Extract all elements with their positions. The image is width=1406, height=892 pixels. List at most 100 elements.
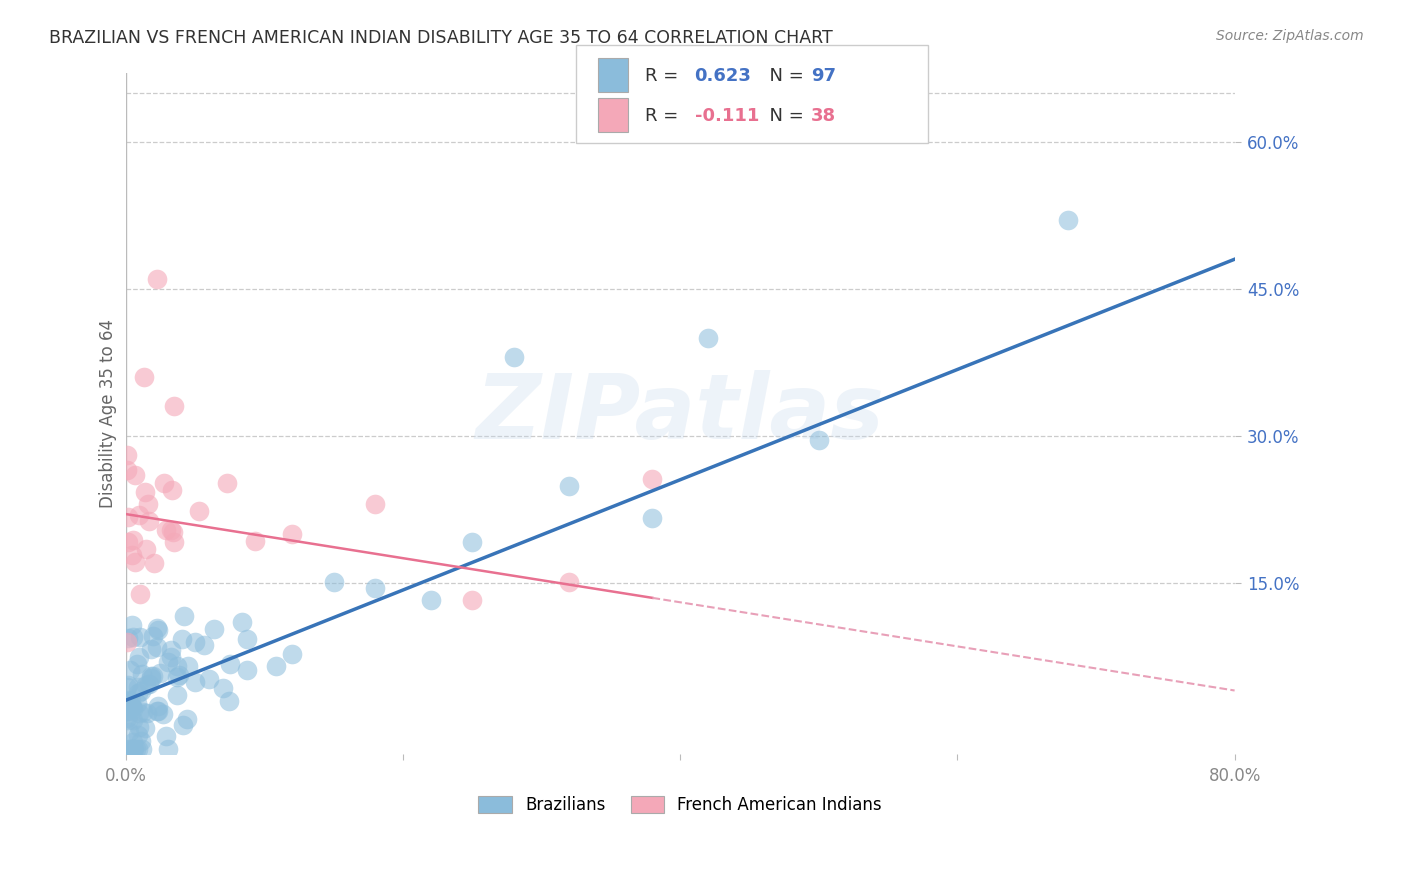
Point: [121, 700, 143, 714]
Point: [322, 574, 344, 589]
Text: 0.623: 0.623: [695, 67, 751, 85]
Point: [134, 721, 156, 735]
Point: [184, 635, 207, 649]
Point: [160, 523, 183, 537]
Point: [461, 593, 484, 607]
Point: [136, 496, 159, 510]
Text: R =: R =: [645, 107, 685, 125]
Point: [117, 680, 139, 694]
Point: [193, 638, 215, 652]
Point: [120, 694, 142, 708]
Point: [128, 630, 150, 644]
Text: N =: N =: [758, 67, 810, 85]
Point: [117, 631, 139, 645]
Point: [364, 581, 387, 595]
Point: [121, 742, 143, 756]
Point: [139, 641, 162, 656]
Point: [121, 533, 143, 547]
Point: [148, 623, 170, 637]
Point: [264, 658, 287, 673]
Point: [120, 700, 142, 714]
Text: Source: ZipAtlas.com: Source: ZipAtlas.com: [1216, 29, 1364, 43]
Point: [127, 742, 149, 756]
Point: [131, 742, 153, 756]
Point: [166, 669, 188, 683]
Point: [152, 476, 174, 491]
Point: [131, 667, 153, 681]
Point: [138, 677, 160, 691]
Point: [281, 527, 304, 541]
Point: [218, 694, 240, 708]
Point: [281, 647, 304, 661]
Point: [502, 350, 524, 364]
Point: [163, 399, 186, 413]
Point: [117, 510, 139, 524]
Point: [121, 713, 143, 727]
Point: [1057, 213, 1080, 227]
Point: [117, 713, 139, 727]
Point: [162, 524, 184, 539]
Point: [155, 523, 177, 537]
Text: BRAZILIAN VS FRENCH AMERICAN INDIAN DISABILITY AGE 35 TO 64 CORRELATION CHART: BRAZILIAN VS FRENCH AMERICAN INDIAN DISA…: [49, 29, 832, 46]
Point: [145, 272, 167, 286]
Point: [157, 742, 180, 756]
Text: 97: 97: [811, 67, 837, 85]
Point: [166, 688, 188, 702]
Point: [243, 533, 266, 548]
Point: [160, 643, 183, 657]
Point: [641, 511, 664, 525]
Point: [128, 508, 150, 522]
Point: [115, 694, 138, 708]
Point: [128, 587, 150, 601]
Point: [125, 742, 148, 756]
Point: [166, 658, 188, 673]
Point: [202, 622, 225, 636]
Point: [231, 615, 253, 629]
Point: [115, 635, 138, 649]
Point: [121, 618, 143, 632]
Point: [122, 742, 145, 756]
Point: [142, 629, 165, 643]
Point: [129, 734, 152, 748]
Point: [146, 705, 169, 719]
Point: [122, 702, 145, 716]
Point: [127, 728, 149, 742]
Y-axis label: Disability Age 35 to 64: Disability Age 35 to 64: [100, 319, 117, 508]
Point: [160, 483, 183, 497]
Point: [115, 463, 138, 477]
Point: [236, 663, 259, 677]
Point: [118, 725, 141, 739]
Point: [219, 657, 242, 672]
Point: [142, 669, 165, 683]
Point: [215, 475, 238, 490]
Point: [163, 535, 186, 549]
Point: [172, 718, 194, 732]
Point: [558, 574, 581, 589]
Point: [146, 621, 169, 635]
Point: [146, 699, 169, 714]
Point: [170, 632, 193, 646]
Point: [118, 742, 141, 756]
Point: [124, 467, 146, 482]
Point: [139, 668, 162, 682]
Point: [132, 706, 155, 720]
Point: [127, 686, 149, 700]
Point: [115, 698, 138, 712]
Point: [138, 515, 160, 529]
Point: [148, 665, 170, 680]
Point: [135, 706, 157, 721]
Point: [135, 541, 157, 556]
Point: [152, 706, 174, 721]
Point: [143, 556, 166, 570]
Point: [364, 497, 387, 511]
Point: [117, 534, 139, 549]
Point: [128, 649, 150, 664]
Point: [807, 433, 830, 447]
Point: [641, 472, 664, 486]
Point: [117, 704, 139, 718]
Text: ZIPatlas: ZIPatlas: [475, 369, 884, 458]
Text: -0.111: -0.111: [695, 107, 759, 125]
Point: [125, 696, 148, 710]
Point: [129, 683, 152, 698]
Point: [141, 671, 163, 685]
